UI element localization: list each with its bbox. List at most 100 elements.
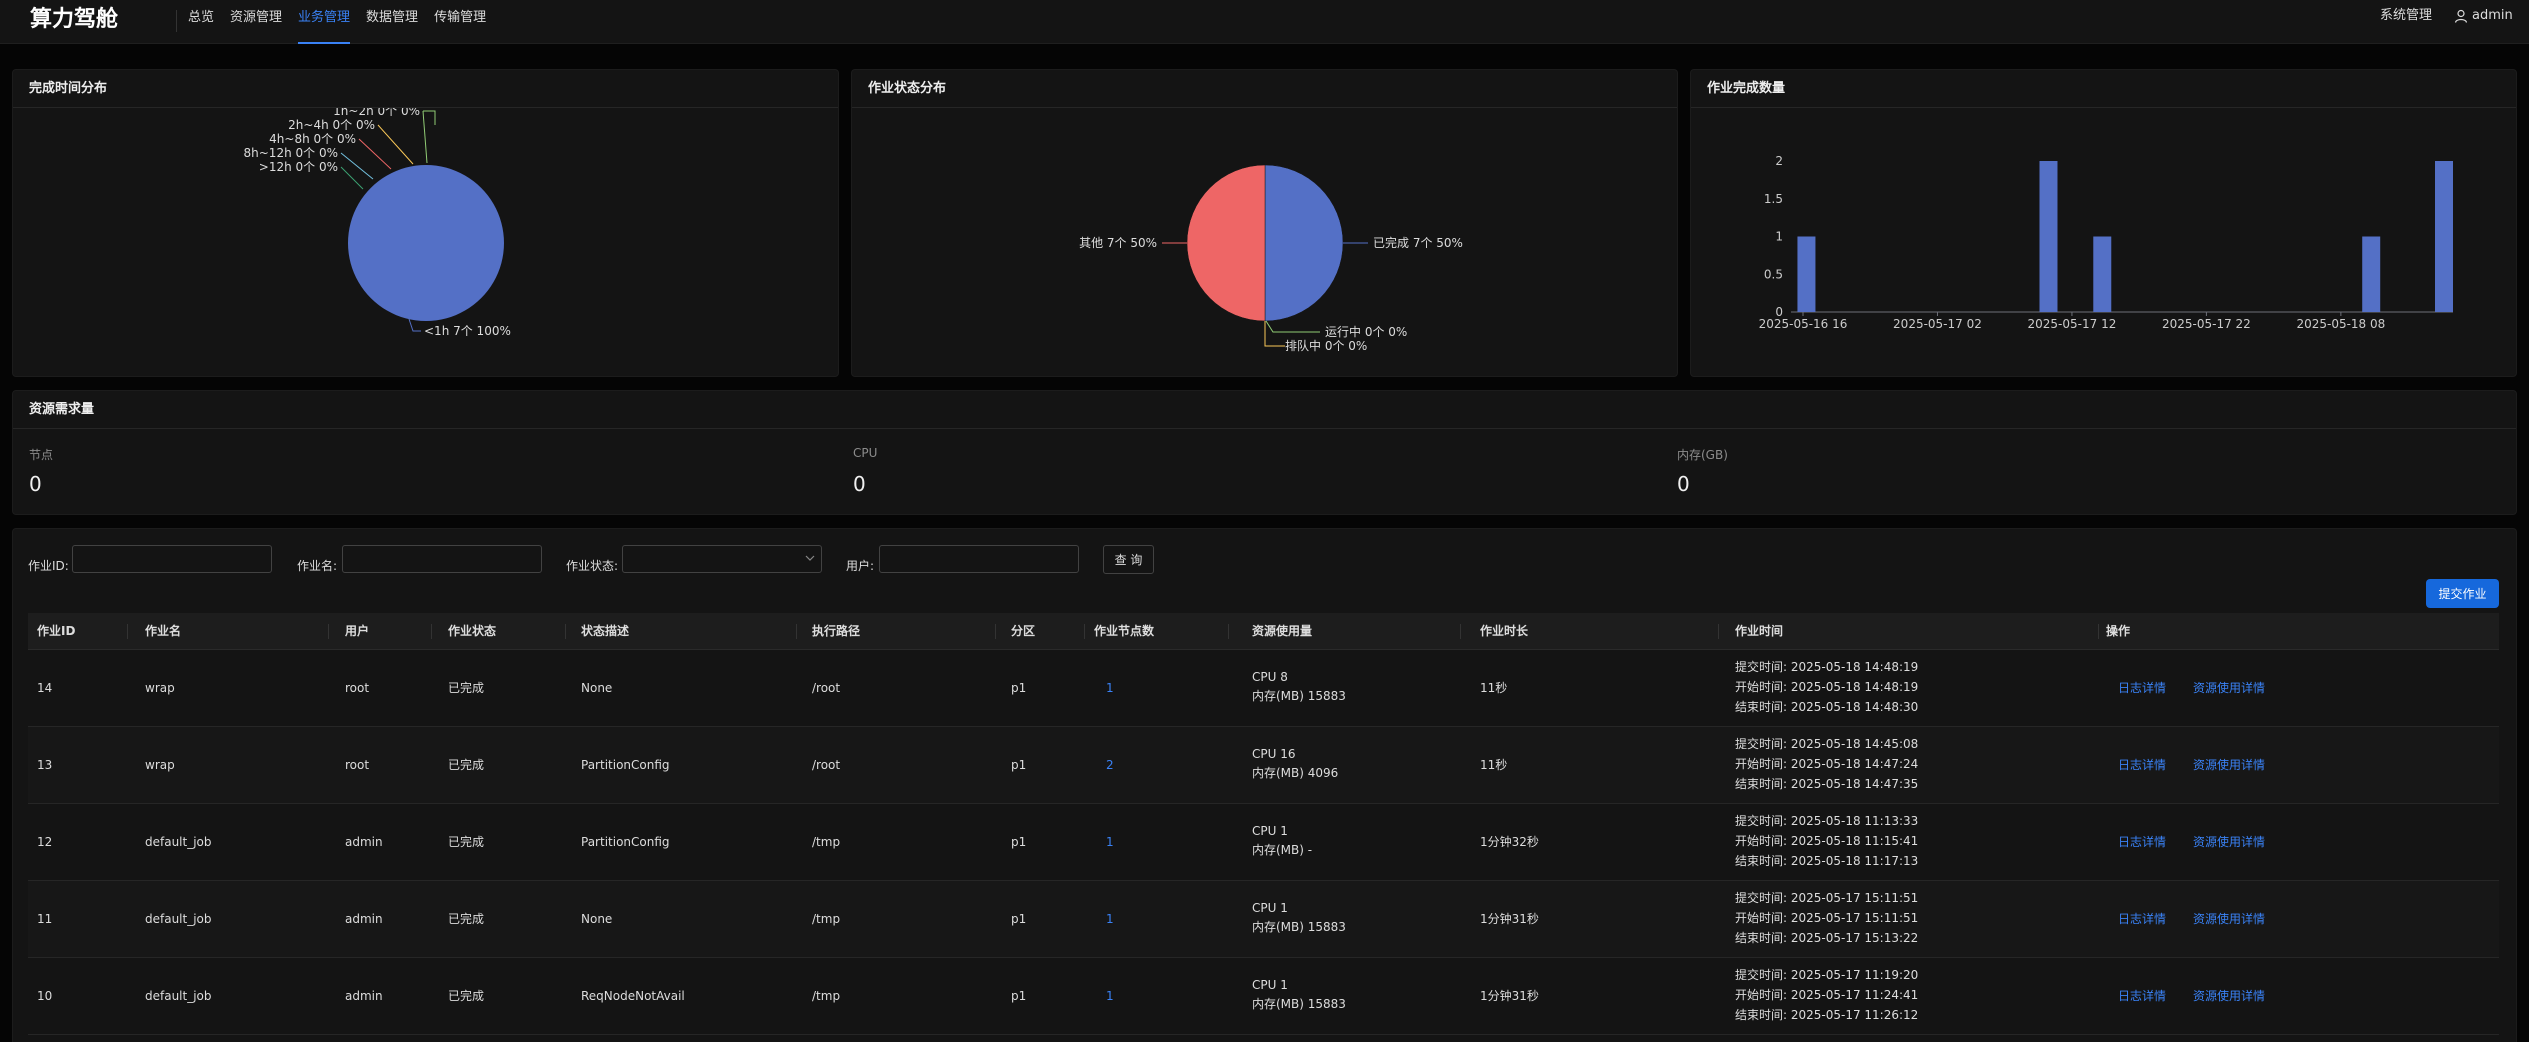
job-name-cell: default_job — [145, 989, 212, 1003]
node-count-link[interactable]: 1 — [1106, 989, 1114, 1003]
x-tick-label: 2025-05-16 16 — [1759, 317, 1848, 331]
bar[interactable] — [2362, 236, 2381, 313]
pie-label: 2h~4h 0个 0% — [288, 118, 375, 132]
status-cell: 已完成 — [448, 989, 485, 1003]
node-count-link[interactable]: 1 — [1106, 681, 1114, 695]
exec-path-cell: /tmp — [812, 912, 841, 926]
mem-usage: 内存(MB) 15883 — [1252, 689, 1346, 703]
status-desc-cell: None — [581, 681, 613, 695]
mem-usage: 内存(MB) 15883 — [1252, 997, 1346, 1011]
label-line — [358, 138, 392, 170]
label-line — [422, 110, 428, 164]
pie-label: 1h~2h 0个 0% — [333, 108, 420, 118]
pie-slice[interactable] — [1186, 164, 1266, 322]
table-row: 10 default_job admin 已完成 ReqNodeNotAvail/tmp… — [28, 958, 2499, 1035]
pie-slice[interactable] — [347, 165, 504, 321]
status-cell: 已完成 — [448, 912, 485, 926]
job-name-input[interactable] — [342, 545, 542, 573]
job-id-input[interactable] — [72, 545, 272, 573]
log-detail-link[interactable]: 日志详情 — [2118, 835, 2167, 849]
label-line — [340, 152, 374, 180]
label-line — [1264, 321, 1285, 347]
exec-path-cell: /tmp — [812, 835, 841, 849]
duration-cell: 11秒 — [1480, 681, 1508, 695]
node-count-link[interactable]: 1 — [1106, 912, 1114, 926]
log-detail-link[interactable]: 日志详情 — [2118, 912, 2167, 926]
resource-detail-link[interactable]: 资源使用详情 — [2193, 758, 2266, 772]
table-row: 14 wrap root 已完成 None/root p1 11秒 1 CPU 8 内存(MB) … — [28, 650, 2499, 727]
bar[interactable] — [2039, 161, 2058, 312]
duration-cell: 1分钟31秒 — [1480, 989, 1539, 1003]
divider — [995, 624, 996, 639]
nav-business[interactable]: 业务管理 — [290, 0, 358, 44]
resource-node-label: 节点 — [29, 448, 54, 462]
resource-detail-link[interactable]: 资源使用详情 — [2193, 989, 2266, 1003]
node-count-link[interactable]: 1 — [1106, 835, 1114, 849]
log-detail-link[interactable]: 日志详情 — [2118, 681, 2167, 695]
panel-title: 作业完成数量 — [1691, 70, 2516, 108]
duration-cell: 1分钟31秒 — [1480, 912, 1539, 926]
col-resource-usage: 资源使用量 — [1252, 624, 1313, 638]
job-name-cell: wrap — [145, 758, 175, 772]
end-time: 结束时间: 2025-05-18 14:48:30 — [1735, 700, 1919, 714]
pie-slice[interactable] — [1264, 164, 1344, 322]
status-desc-cell: PartitionConfig — [581, 835, 670, 849]
job-status-select[interactable] — [622, 545, 822, 573]
chevron-down-icon — [805, 555, 815, 561]
exec-path-cell: /root — [812, 681, 841, 695]
job-name-label: 作业名: — [297, 559, 338, 573]
divider — [796, 624, 797, 639]
table-row: 12 default_job admin 已完成 PartitionConfig/tmp… — [28, 804, 2499, 881]
table-header: 作业ID 作业名 用户 作业状态 状态描述 执行路径 分区 作业节点数 资源使用… — [28, 613, 2499, 650]
label-line — [408, 318, 421, 332]
duration-cell: 1分钟32秒 — [1480, 835, 1539, 849]
divider — [328, 624, 329, 639]
log-detail-link[interactable]: 日志详情 — [2118, 989, 2167, 1003]
end-time: 结束时间: 2025-05-18 14:47:35 — [1735, 777, 1919, 791]
submit-job-button[interactable]: 提交作业 — [2426, 579, 2499, 608]
pie-label: 其他 7个 50% — [1079, 236, 1157, 250]
nav-transfer[interactable]: 传输管理 — [434, 10, 487, 25]
system-settings-link[interactable]: 系统管理 — [2380, 8, 2433, 23]
x-tick-label: 2025-05-17 12 — [2028, 317, 2117, 331]
partition-cell: p1 — [1011, 912, 1027, 926]
divider — [2098, 624, 2099, 639]
mem-usage: 内存(MB) 4096 — [1252, 766, 1339, 780]
job-id-cell: 12 — [37, 835, 53, 849]
resource-detail-link[interactable]: 资源使用详情 — [2193, 835, 2266, 849]
col-job-name: 作业名 — [145, 624, 182, 638]
username: admin — [2472, 8, 2513, 23]
cpu-usage: CPU 16 — [1252, 747, 1296, 761]
label-line — [340, 166, 364, 190]
bar[interactable] — [1797, 236, 1816, 313]
resource-detail-link[interactable]: 资源使用详情 — [2193, 912, 2266, 926]
bar[interactable] — [2435, 161, 2453, 312]
resource-detail-link[interactable]: 资源使用详情 — [2193, 681, 2266, 695]
start-time: 开始时间: 2025-05-18 14:47:24 — [1735, 757, 1919, 771]
x-tick-label: 2025-05-18 08 — [2296, 317, 2385, 331]
log-detail-link[interactable]: 日志详情 — [2118, 758, 2167, 772]
col-status-desc: 状态描述 — [581, 624, 630, 638]
node-count-link[interactable]: 2 — [1106, 758, 1114, 772]
user-input[interactable] — [879, 545, 1079, 573]
job-id-cell: 10 — [37, 989, 53, 1003]
main-nav: 总览 资源管理 业务管理 数据管理 传输管理 — [180, 0, 494, 44]
pie-label: 运行中 0个 0% — [1325, 324, 1407, 339]
col-partition: 分区 — [1011, 624, 1036, 638]
divider — [431, 624, 432, 639]
pie-label: 4h~8h 0个 0% — [269, 132, 356, 146]
start-time: 开始时间: 2025-05-17 11:24:41 — [1735, 988, 1919, 1002]
table-row: 13 wrap root 已完成 PartitionConfig/root p1 11秒 2 C… — [28, 727, 2499, 804]
nav-data[interactable]: 数据管理 — [366, 10, 419, 25]
x-tick-label: 2025-05-17 02 — [1893, 317, 1982, 331]
status-desc-cell: None — [581, 912, 613, 926]
cpu-usage: CPU 1 — [1252, 901, 1288, 915]
query-button[interactable]: 查 询 — [1103, 545, 1154, 574]
col-exec-path: 执行路径 — [812, 624, 861, 638]
start-time: 开始时间: 2025-05-17 15:11:51 — [1735, 911, 1919, 925]
bar[interactable] — [2093, 236, 2112, 313]
nav-overview[interactable]: 总览 — [188, 10, 215, 25]
top-navbar: 算力驾舱 总览 资源管理 业务管理 数据管理 传输管理 系统管理 admin — [0, 0, 2529, 44]
user-menu[interactable]: admin — [2454, 0, 2513, 32]
nav-resource[interactable]: 资源管理 — [230, 10, 283, 25]
